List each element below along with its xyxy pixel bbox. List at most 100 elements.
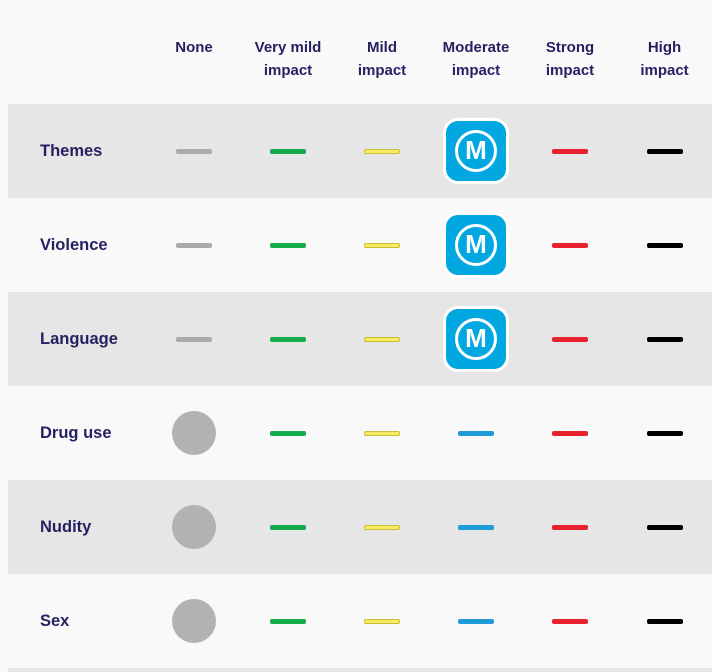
- red-dash-marker: [552, 148, 588, 154]
- column-header-mild: Mild impact: [335, 36, 429, 82]
- black-dash-marker: [646, 148, 683, 154]
- partial-next-row-strip: [0, 668, 712, 672]
- cell-themes-mild: [335, 104, 429, 198]
- blue-dash-marker: [458, 524, 494, 530]
- m-badge-ring: M: [455, 130, 497, 172]
- yellow-dash-marker: [364, 618, 400, 624]
- row-label-text: Violence: [40, 235, 108, 254]
- black-dash-marker: [646, 524, 683, 530]
- green-dash-marker: [270, 618, 306, 624]
- gray-circle-marker: [172, 505, 216, 549]
- column-header-line: High: [647, 39, 682, 56]
- cell-drug-use-none: [147, 386, 241, 480]
- cell-themes-moderate: M: [429, 104, 523, 198]
- yellow-dash-marker: [364, 242, 400, 248]
- cell-nudity-strong: [523, 480, 617, 574]
- black-dash-marker: [646, 618, 683, 624]
- black-dash-marker: [646, 336, 683, 342]
- cell-nudity-none: [147, 480, 241, 574]
- row-label-text: Language: [40, 329, 118, 348]
- row-label-themes: Themes: [0, 142, 147, 161]
- row-label-drug-use: Drug use: [0, 424, 147, 443]
- cell-sex-strong: [523, 574, 617, 668]
- column-header-line: None: [175, 39, 213, 56]
- row-label-nudity: Nudity: [0, 518, 147, 537]
- column-header-none: None: [147, 36, 241, 59]
- row-language: Language M: [0, 292, 712, 386]
- cell-language-high: [617, 292, 712, 386]
- column-header-line: impact: [640, 62, 689, 79]
- cell-drug-use-moderate: [429, 386, 523, 480]
- column-header-very-mild: Very mild impact: [241, 36, 335, 82]
- cell-sex-mild: [335, 574, 429, 668]
- cell-themes-strong: [523, 104, 617, 198]
- red-dash-marker: [552, 618, 588, 624]
- cell-violence-strong: [523, 198, 617, 292]
- row-sex: Sex: [0, 574, 712, 668]
- yellow-dash-marker: [364, 148, 400, 154]
- yellow-dash-marker: [364, 336, 400, 342]
- cell-language-very-mild: [241, 292, 335, 386]
- gray-dash-marker: [176, 148, 212, 154]
- moderate-m-badge: M: [443, 212, 509, 278]
- row-nudity: Nudity: [0, 480, 712, 574]
- cell-violence-very-mild: [241, 198, 335, 292]
- blue-dash-marker: [458, 430, 494, 436]
- cell-violence-none: [147, 198, 241, 292]
- cell-violence-moderate: M: [429, 198, 523, 292]
- moderate-m-badge: M: [443, 306, 509, 372]
- cell-sex-high: [617, 574, 712, 668]
- cell-drug-use-mild: [335, 386, 429, 480]
- cell-themes-high: [617, 104, 712, 198]
- m-badge-letter: M: [465, 135, 487, 165]
- cell-sex-moderate: [429, 574, 523, 668]
- red-dash-marker: [552, 524, 588, 530]
- cell-language-strong: [523, 292, 617, 386]
- red-dash-marker: [552, 336, 588, 342]
- row-label-text: Themes: [40, 141, 103, 160]
- blue-dash-marker: [458, 618, 494, 624]
- column-header-line: impact: [451, 62, 501, 79]
- red-dash-marker: [552, 430, 588, 436]
- gray-dash-marker: [176, 242, 212, 248]
- row-drug-use: Drug use: [0, 386, 712, 480]
- cell-nudity-mild: [335, 480, 429, 574]
- column-headers: None Very mild impact Mild impact Moderate imp…: [0, 0, 712, 104]
- m-badge-ring: M: [455, 318, 497, 360]
- column-header-strong: Strong impact: [523, 36, 617, 82]
- cell-drug-use-strong: [523, 386, 617, 480]
- green-dash-marker: [270, 242, 306, 248]
- column-header-line: Very mild: [254, 39, 322, 56]
- cell-nudity-moderate: [429, 480, 523, 574]
- gray-circle-marker: [172, 599, 216, 643]
- red-dash-marker: [552, 242, 588, 248]
- m-badge-ring: M: [455, 224, 497, 266]
- cell-themes-none: [147, 104, 241, 198]
- green-dash-marker: [270, 148, 306, 154]
- row-label-text: Sex: [40, 611, 70, 630]
- row-label-violence: Violence: [0, 236, 147, 255]
- m-badge-letter: M: [465, 229, 487, 259]
- column-header-line: impact: [357, 62, 407, 79]
- black-dash-marker: [646, 242, 683, 248]
- column-header-line: Strong: [545, 39, 595, 56]
- green-dash-marker: [270, 430, 306, 436]
- column-header-high: High impact: [617, 36, 712, 82]
- green-dash-marker: [270, 524, 306, 530]
- row-themes: Themes M: [0, 104, 712, 198]
- gray-circle-marker: [172, 411, 216, 455]
- cell-themes-very-mild: [241, 104, 335, 198]
- cell-nudity-very-mild: [241, 480, 335, 574]
- column-header-line: Mild: [367, 39, 397, 56]
- row-violence: Violence M: [0, 198, 712, 292]
- m-badge-letter: M: [465, 323, 487, 353]
- cell-drug-use-high: [617, 386, 712, 480]
- cell-violence-high: [617, 198, 712, 292]
- yellow-dash-marker: [364, 524, 400, 530]
- column-header-line: Moderate: [442, 39, 510, 56]
- column-header-line: impact: [545, 62, 595, 79]
- cell-drug-use-very-mild: [241, 386, 335, 480]
- cell-language-mild: [335, 292, 429, 386]
- row-label-text: Nudity: [40, 517, 92, 536]
